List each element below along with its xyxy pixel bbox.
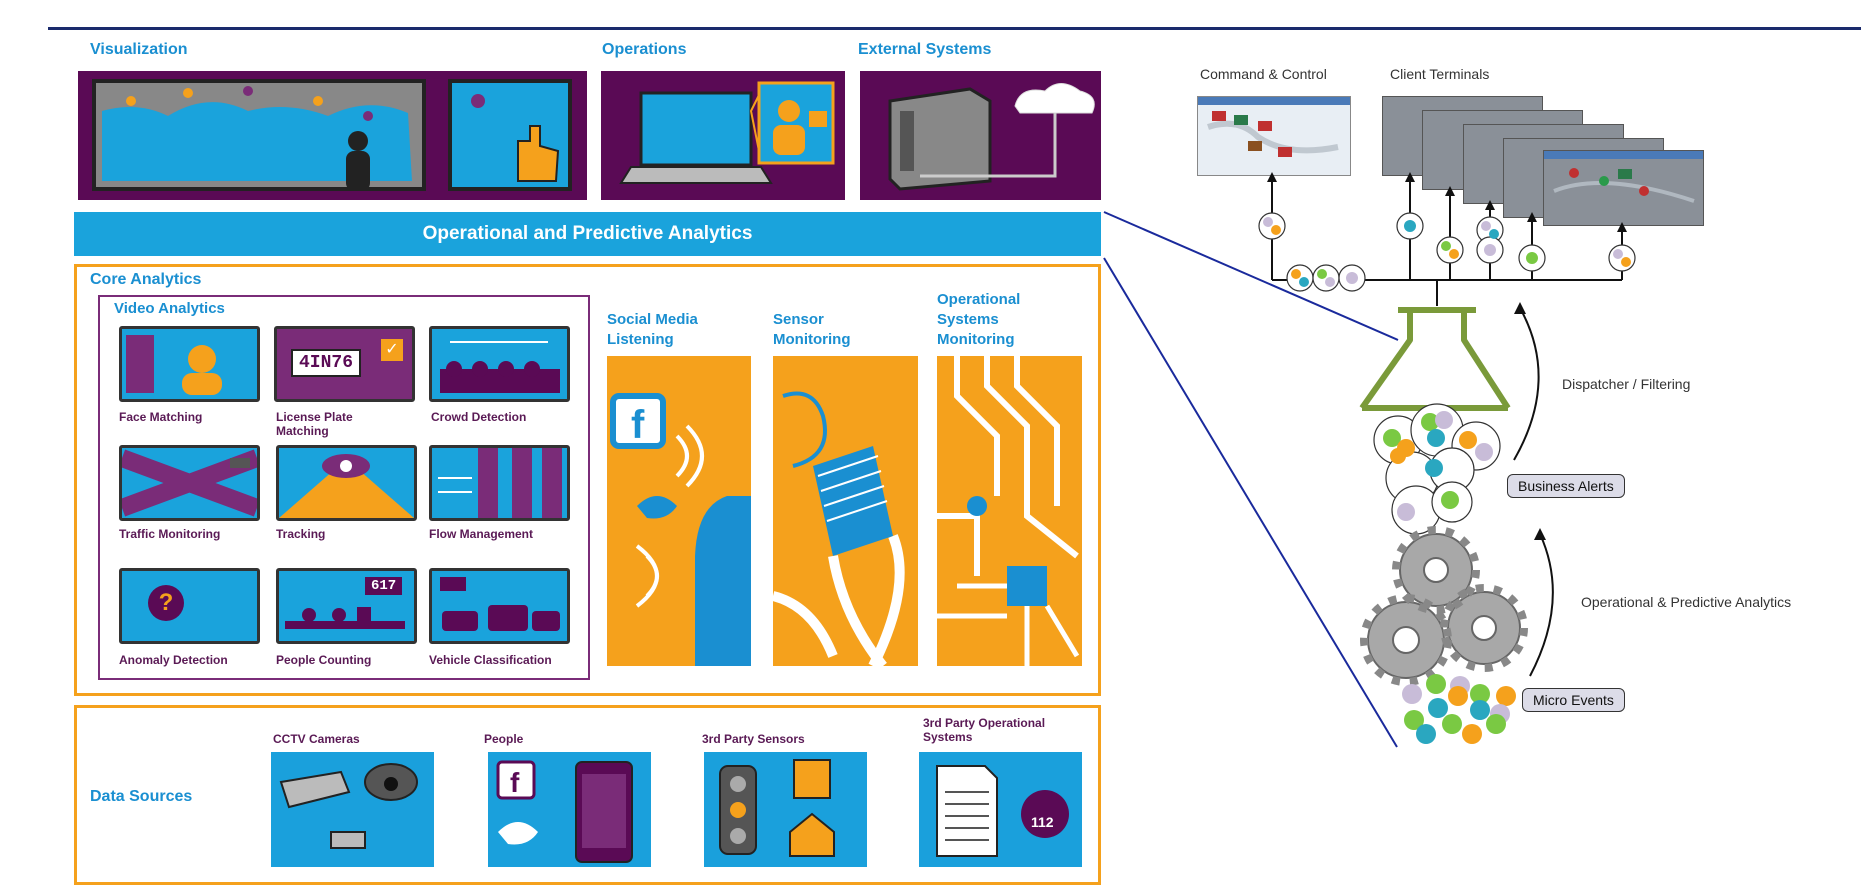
data-sources-box [74,705,1101,885]
social-phone-icon: f [496,760,633,863]
operational-systems-header: Operational Systems Monitoring [937,291,1021,348]
sensor-monitoring-panel [771,356,918,670]
operations-header: Operations [602,41,687,58]
tracking-camera-icon [279,454,414,518]
flow-management-tile [429,445,570,521]
command-control-label: Command & Control [1200,66,1327,82]
flow-management-label: Flow Management [429,527,534,541]
question-mark-icon: ? [148,585,184,621]
operational-predictive-analytics-band: Operational and Predictive Analytics [74,212,1101,256]
operations-panel [601,71,845,200]
client-terminals-label: Client Terminals [1390,66,1490,82]
tracking-label: Tracking [276,527,326,541]
core-analytics-box [74,264,1101,696]
external-systems-header: External Systems [858,41,992,58]
command-control-screen [1197,96,1351,176]
vehicle-icon [440,577,560,631]
emergency-number-badge: 112 [1031,814,1054,830]
circuit-illustration [937,356,1080,666]
third-party-operational-panel: 112 [919,752,1082,867]
social-media-header: Social Media Listening [607,311,698,348]
cctv-cameras-panel [271,752,434,867]
crowd-detection-label: Crowd Detection [431,410,527,424]
traffic-light-icon [719,759,835,857]
core-analytics-header: Core Analytics [90,271,202,288]
dispatcher-filtering-label: Dispatcher / Filtering [1562,376,1691,392]
cctv-camera-icon [279,763,418,849]
third-party-sensors-panel [704,752,867,867]
visualization-illustration [92,79,572,191]
tracking-tile [276,445,417,521]
svg-text:f: f [510,767,520,798]
third-party-operational-label: 3rd Party Operational Systems [923,716,1046,744]
video-analytics-box [98,295,590,680]
vehicle-classification-tile [429,568,570,644]
traffic-icon [118,449,261,517]
top-divider-line [48,27,1861,30]
checkmark-icon: ✓ [381,339,403,361]
data-sources-header: Data Sources [90,788,193,805]
people-counter-display: 617 [365,577,403,595]
anomaly-detection-tile: ? [119,568,260,644]
face-matching-label: Face Matching [119,410,203,424]
client-terminal-5 [1543,150,1704,226]
server-cloud-illustration [888,83,1095,191]
video-analytics-header: Video Analytics [114,300,225,317]
people-counting-label: People Counting [276,653,372,667]
vehicle-classification-label: Vehicle Classification [429,653,552,667]
micro-events-badge: Micro Events [1522,688,1625,712]
third-party-sensors-label: 3rd Party Sensors [702,732,805,746]
face-matching-tile [119,326,260,402]
visualization-panel [78,71,587,200]
document-icon [936,765,1069,857]
visualization-header: Visualization [90,41,188,58]
face-icon [126,335,222,395]
terminal-map-icon [1544,151,1703,203]
laptop-operator-illustration [619,81,835,184]
sensor-illustration [771,391,905,670]
license-plate-text: 4IN76 [291,349,362,377]
operational-systems-panel [937,356,1082,666]
external-systems-panel [860,71,1101,200]
svg-text:f: f [631,403,645,447]
traffic-monitoring-tile [118,445,261,521]
people-source-label: People [484,732,524,746]
anomaly-detection-label: Anomaly Detection [119,653,228,667]
people-icon [285,607,405,629]
crowd-icon [440,341,560,393]
crowd-detection-tile [429,326,570,402]
license-plate-tile: 4IN76 ✓ [274,326,415,402]
traffic-monitoring-label: Traffic Monitoring [119,527,221,541]
command-map-icon [1198,97,1350,157]
people-counting-tile: 617 [276,568,417,644]
business-alerts-badge: Business Alerts [1507,474,1625,498]
cctv-cameras-label: CCTV Cameras [273,732,360,746]
license-plate-label: License Plate Matching [276,410,353,438]
flow-icon [438,448,562,518]
social-media-panel: f [607,356,751,666]
operational-predictive-analytics-label: Operational & Predictive Analytics [1581,594,1792,610]
people-source-panel: f [488,752,651,867]
social-media-illustration: f [610,393,751,666]
sensor-monitoring-header: Sensor Monitoring [773,311,851,348]
